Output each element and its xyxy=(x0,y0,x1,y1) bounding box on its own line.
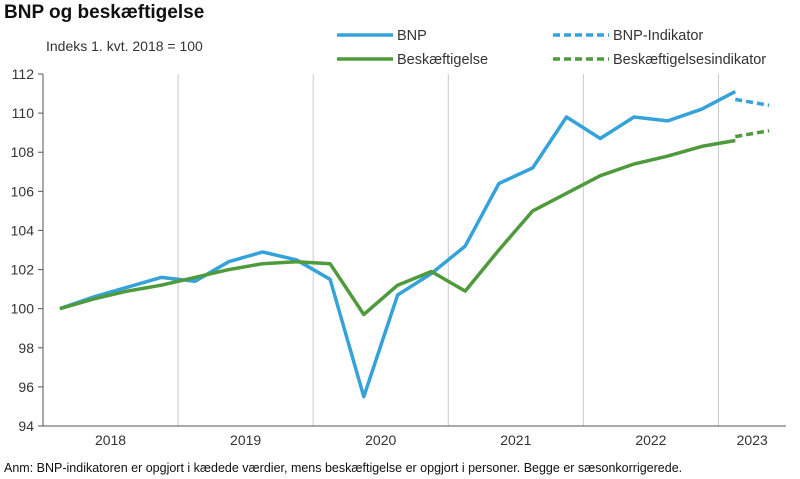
chart-title: BNP og beskæftigelse xyxy=(4,2,205,23)
x-tick-label-2022: 2022 xyxy=(635,432,666,448)
series-line-beskæftigelse xyxy=(59,138,736,317)
legend-label-beskæftigelse: Beskæftigelse xyxy=(397,52,488,68)
y-tick-label-94: 94 xyxy=(18,418,34,434)
legend-label-beskæftigelsesindikator: Beskæftigelsesindikator xyxy=(613,52,766,68)
y-tick-label-98: 98 xyxy=(18,340,34,356)
series-line-bnp-indikator xyxy=(734,97,770,108)
y-tick-label-108: 108 xyxy=(11,144,35,160)
y-tick-label-96: 96 xyxy=(18,379,34,395)
series-line-bnp xyxy=(59,90,737,399)
legend-label-bnp-indikator: BNP-Indikator xyxy=(613,28,703,44)
y-tick-label-100: 100 xyxy=(11,301,35,317)
y-tick-label-110: 110 xyxy=(12,105,35,121)
y-tick-label-106: 106 xyxy=(11,183,35,199)
legend-label-bnp: BNP xyxy=(397,28,427,44)
x-tick-label-2019: 2019 xyxy=(230,432,261,448)
y-axis-label: Indeks 1. kvt. 2018 = 100 xyxy=(46,38,203,54)
y-tick-label-112: 112 xyxy=(12,66,35,82)
chart-note: Anm: BNP-indikatoren er opgjort i kædede… xyxy=(4,461,683,475)
series-line-beskæftigelsesindikator xyxy=(734,128,770,139)
y-tick-label-102: 102 xyxy=(11,262,35,278)
y-tick-label-104: 104 xyxy=(11,222,35,238)
x-tick-label-2023: 2023 xyxy=(737,432,768,448)
x-tick-label-2021: 2021 xyxy=(500,432,531,448)
x-tick-label-2018: 2018 xyxy=(95,432,126,448)
x-tick-label-2020: 2020 xyxy=(365,432,396,448)
